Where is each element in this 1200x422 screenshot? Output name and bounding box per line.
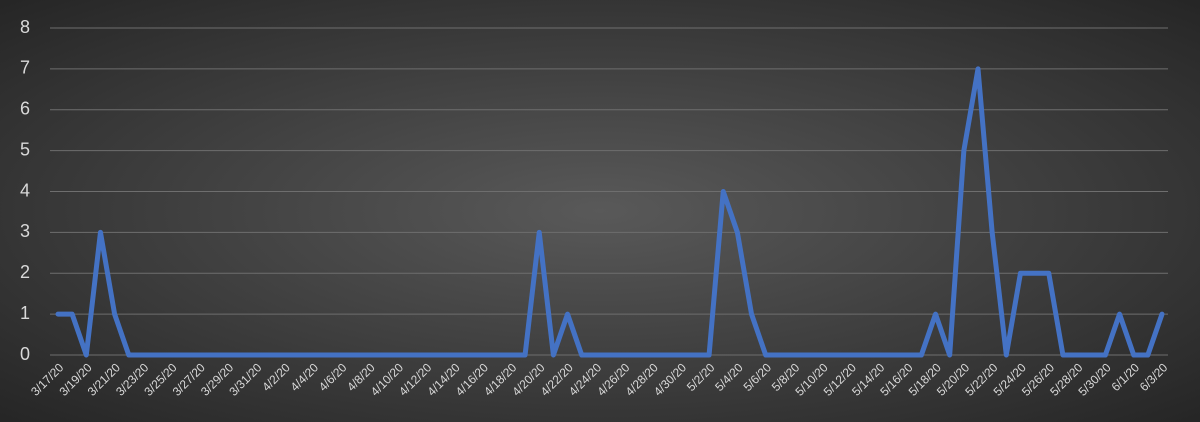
y-tick-label: 2 (20, 262, 30, 282)
y-tick-label: 5 (20, 139, 30, 159)
y-tick-label: 6 (20, 99, 30, 119)
y-tick-label: 3 (20, 221, 30, 241)
y-tick-label: 1 (20, 303, 30, 323)
y-tick-label: 8 (20, 17, 30, 37)
line (55, 66, 1165, 358)
y-tick-label: 7 (20, 58, 30, 78)
y-tick-label: 0 (20, 344, 30, 364)
y-tick-label: 4 (20, 180, 30, 200)
